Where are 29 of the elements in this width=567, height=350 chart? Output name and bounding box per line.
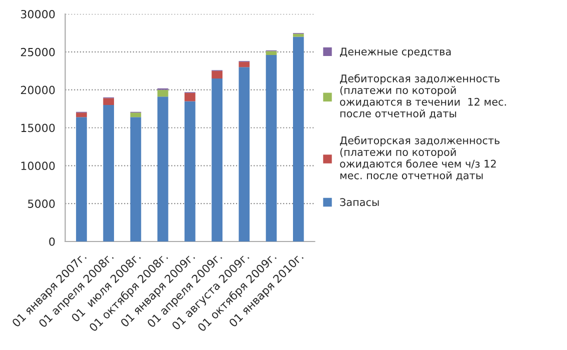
bar	[130, 117, 142, 242]
bar	[292, 36, 304, 242]
bar	[76, 112, 87, 118]
y-tick-label: 0	[49, 237, 55, 246]
bar	[238, 62, 250, 68]
y-tick-label: 15000	[21, 124, 55, 132]
legend-label: Дебиторская задолженность (платежи по которой ожидаются в течении 12 мес. после отчетной даты	[340, 74, 506, 119]
legend-label: Денежные средства	[340, 48, 451, 58]
bar	[130, 112, 142, 118]
y-tick-label: 20000	[20, 86, 55, 94]
bar	[212, 78, 222, 242]
bar	[103, 105, 114, 242]
y-tick-label: 25000	[20, 48, 55, 56]
y-tick-label: 10000	[21, 162, 55, 170]
y-tick-label: 30000	[20, 10, 55, 18]
bar	[292, 34, 304, 37]
bar	[212, 70, 222, 78]
y-tick-label: 5000	[28, 200, 55, 208]
bar	[157, 90, 168, 97]
bar	[266, 51, 277, 55]
legend-label: Дебиторская задолженность (платежи по которой ожидаются более чем ч/з 12 мес. после отчетной даты	[340, 136, 500, 181]
bar	[76, 117, 87, 242]
bar	[184, 92, 196, 102]
bar	[184, 101, 196, 242]
bar	[238, 67, 250, 242]
legend-label: Запасы	[340, 198, 379, 206]
bar	[157, 96, 168, 242]
bar	[266, 54, 277, 242]
bar	[103, 98, 114, 105]
